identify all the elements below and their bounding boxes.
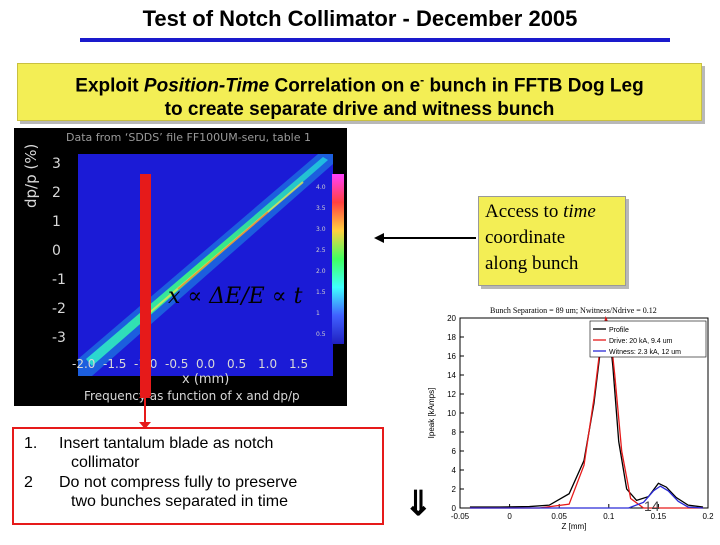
steps-list: 1. Insert tantalum blade as notch collim… [12, 427, 384, 525]
yellow-banner: Exploit Position-Time Correlation on e- … [17, 63, 702, 121]
chart-series-line [469, 485, 704, 509]
plot-ytick: -2 [52, 301, 66, 317]
chart-xlabel: Z [mm] [562, 522, 587, 531]
banner-text-a: Exploit [75, 75, 144, 97]
chart-ylabel: Ipeak [kAmps] [427, 388, 436, 439]
colorbar-tick: 2.5 [316, 247, 326, 254]
chart-ytick-label: 6 [452, 447, 457, 456]
plot-xtick: 0.5 [227, 357, 247, 371]
title-underline [80, 38, 670, 42]
plot-footer: Frequency as function of x and dp/p [84, 389, 300, 403]
chart-ytick-label: 8 [452, 428, 457, 437]
page-number: 14 [644, 498, 660, 514]
plot-xtick: 1.0 [258, 357, 278, 371]
plot-ytick: -1 [52, 272, 66, 288]
callout-line-1: Access to time [485, 201, 596, 222]
colorbar-tick: 3.5 [316, 205, 326, 212]
colorbar-tick: 1.5 [316, 289, 326, 296]
chart-ytick-label: 20 [447, 314, 456, 323]
chart-legend-label: Witness: 2.3 kA, 12 um [609, 349, 681, 356]
colorbar-tick: 2.0 [316, 268, 326, 275]
chart-ytick-label: 0 [452, 504, 457, 513]
plot-ytick: -3 [52, 330, 66, 346]
banner-text-c: bunch in FFTB Dog Leg [424, 75, 644, 97]
down-arrow-icon: ⇓ [404, 485, 433, 523]
chart-legend [589, 320, 707, 358]
chart-xtick-label: 0 [507, 512, 512, 521]
plot-ytick: 2 [52, 185, 61, 201]
chart-xtick-label: 0.1 [603, 512, 615, 521]
chart-ytick-label: 2 [452, 485, 457, 494]
banner-superscript: - [420, 73, 425, 87]
list-text-1a: Insert tantalum blade as notch [59, 435, 274, 452]
plot-xlabel: x (mm) [182, 372, 230, 387]
current-profile-chart: Bunch Separation = 89 um; Nwitness/Ndriv… [412, 300, 718, 540]
chart-title: Bunch Separation = 89 um; Nwitness/Ndriv… [490, 306, 657, 315]
chart-xtick-label: 0.15 [651, 512, 667, 521]
chart-ytick-label: 14 [447, 371, 456, 380]
plot-ytick: 1 [52, 214, 61, 230]
list-num-1: 1. [24, 435, 38, 452]
plot-header: Data from ‘SDDS’ file FF100UM-seru, tabl… [66, 131, 312, 144]
chart-ytick-label: 4 [452, 466, 457, 475]
slide-title: Test of Notch Collimator - December 2005 [142, 6, 578, 31]
plot-xtick: 1.5 [289, 357, 309, 371]
chart-xtick-label: -0.05 [451, 512, 470, 521]
plot-ytick: 3 [52, 156, 61, 172]
banner-text-b: Correlation on e [269, 75, 421, 97]
colorbar-tick: 1 [316, 310, 320, 317]
notch-collimator-bar [140, 174, 151, 396]
list-text-2b: two bunches separated in time [71, 493, 289, 510]
chart-xtick-label: 0.2 [702, 512, 714, 521]
list-text-1b: collimator [71, 454, 140, 471]
chart-legend-label: Drive: 20 kA, 9.4 um [609, 338, 673, 345]
current-profile-svg: Bunch Separation = 89 um; Nwitness/Ndriv… [427, 306, 714, 531]
proportionality-formula: x ∝ ΔE/E ∝ t [168, 284, 303, 309]
chart-xtick-label: 0.05 [551, 512, 567, 521]
plot-xtick: -0.5 [165, 357, 189, 371]
colorbar [332, 174, 344, 344]
chart-ytick-label: 16 [447, 352, 456, 361]
banner-line-1: Exploit Position-Time Correlation on e- … [18, 68, 701, 98]
banner-line-2: to create separate drive and witness bun… [164, 99, 555, 121]
chart-ytick-label: 10 [447, 409, 456, 418]
list-text-2a: Do not compress fully to preserve [59, 474, 298, 491]
chart-legend-label: Profile [609, 327, 629, 334]
callout-box: Access to time coordinate along bunch [478, 196, 626, 286]
banner-italic: Position-Time [143, 75, 270, 97]
chart-ytick-label: 12 [447, 390, 456, 399]
plot-ytick: 0 [52, 243, 61, 259]
plot-xtick: 0.0 [196, 357, 216, 371]
list-num-2: 2 [24, 474, 33, 491]
plot-xtick: -2.0 [72, 357, 96, 371]
colorbar-tick: 0.5 [316, 331, 326, 338]
colorbar-tick: 3.0 [316, 226, 326, 233]
chart-series-line [469, 315, 704, 509]
colorbar-tick: 4.0 [316, 184, 326, 191]
chart-ytick-label: 18 [447, 333, 456, 342]
callout-line-2: coordinate [485, 227, 566, 248]
callout-line-3: along bunch [485, 253, 579, 274]
plot-xtick: -1.5 [103, 357, 127, 371]
